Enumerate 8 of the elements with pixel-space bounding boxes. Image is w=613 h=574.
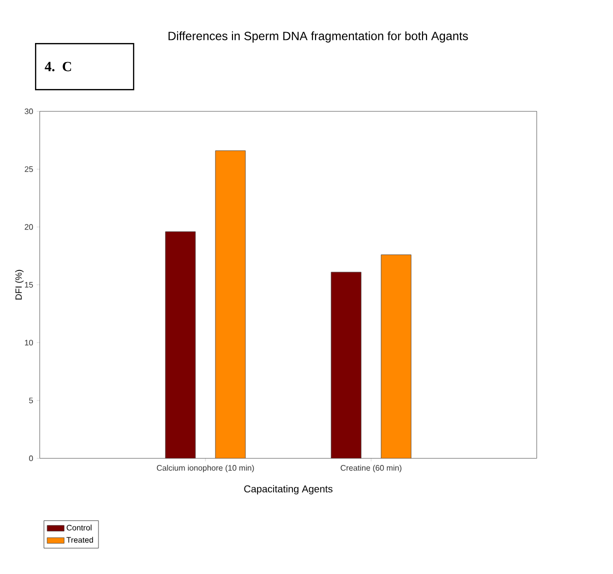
bar — [215, 150, 246, 458]
x-axis-title: Capacitating Agents — [244, 485, 332, 494]
text: 4. C — [44, 62, 72, 72]
y-axis-title: DFI (%) — [15, 270, 24, 300]
bar — [165, 231, 196, 458]
bar — [330, 272, 362, 458]
bar — [380, 254, 412, 458]
chart-title: Differences in Sperm DNA fragmentation for both Agants — [168, 31, 468, 43]
